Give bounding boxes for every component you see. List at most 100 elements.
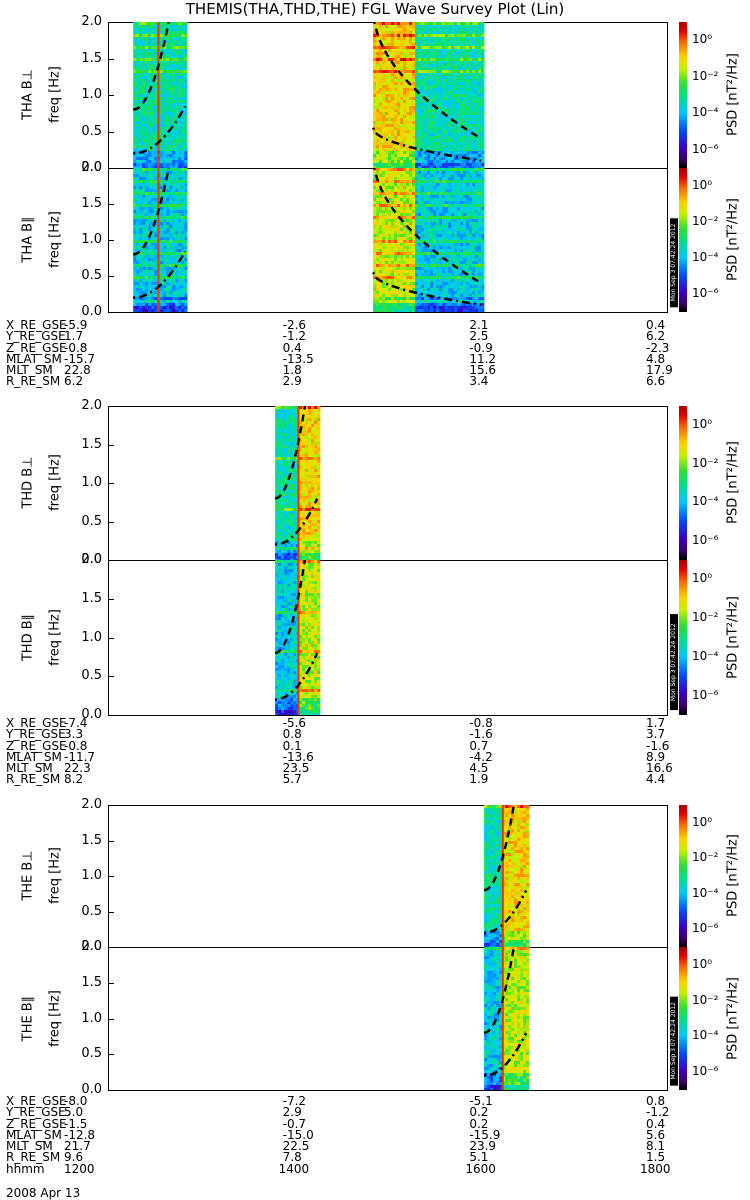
orbit-value: 0.1 xyxy=(282,738,302,753)
y-tick-label: 1.0 xyxy=(81,232,102,247)
spectrogram-image xyxy=(274,406,321,560)
y-tick-label: 1.5 xyxy=(81,50,102,66)
y-tick-label: 2.0 xyxy=(81,160,102,175)
orbit-value: 4.4 xyxy=(646,772,666,787)
orbit-value: 3.3 xyxy=(64,727,84,742)
orbit-value: 5.6 xyxy=(646,1127,666,1142)
timestamp-stamp: Mon Sep 3 07:42:24 2012 xyxy=(670,997,678,1086)
gyrofrequency-curve xyxy=(484,1032,528,1077)
orbit-value: -8.0 xyxy=(64,1094,88,1108)
orbit-value: 16.6 xyxy=(646,761,673,776)
orbit-value: 5.0 xyxy=(64,1105,84,1120)
orbit-value: -2.3 xyxy=(646,340,670,355)
orbit-value: 6.6 xyxy=(646,374,666,389)
y-tick-label: 0.5 xyxy=(81,668,102,684)
orbit-value: 3.4 xyxy=(469,374,489,389)
time-tick-label: 1800 xyxy=(640,1161,671,1176)
orbit-row-label: MLT_SM xyxy=(6,363,53,378)
orbit-table: X_RE_GSE -8.0 -7.2 -5.1 0.8 Y_RE_GSE 5.0 2.9 0.2… xyxy=(6,1094,726,1176)
gyrofrequency-curve xyxy=(275,652,319,701)
y-tick-mark xyxy=(108,805,114,806)
orbit-value: 2.5 xyxy=(469,329,489,344)
orbit-value: -1.6 xyxy=(469,727,493,742)
y-tick-label: 2.0 xyxy=(81,939,102,954)
orbit-row-label: X_RE_GSE xyxy=(6,1094,67,1108)
y-tick-mark xyxy=(108,676,114,678)
y-tick-mark xyxy=(108,876,114,877)
orbit-value: -7.2 xyxy=(282,1094,307,1108)
y-tick-label: 2.0 xyxy=(81,14,102,29)
orbit-value: 7.8 xyxy=(282,1150,302,1165)
y-tick-label: 1.5 xyxy=(81,590,102,606)
orbit-row: Z_RE_GSE -1.5 -0.7 0.2 0.4 xyxy=(6,1116,726,1131)
colorbar-tick-label: 10⁰ xyxy=(692,814,713,829)
orbit-value: 6.2 xyxy=(64,374,84,389)
spectrogram-image xyxy=(133,22,485,168)
orbit-value: 5.7 xyxy=(282,772,302,787)
orbit-row-label: R_RE_SM xyxy=(6,374,61,389)
orbit-row-label: Z_RE_GSE xyxy=(6,340,67,355)
gyrofrequency-curve xyxy=(274,560,307,655)
gyrofrequency-curve xyxy=(275,498,319,546)
orbit-value: 0.2 xyxy=(469,1116,489,1131)
y-tick-label: 0.5 xyxy=(81,268,102,283)
orbit-value: 5.1 xyxy=(469,1150,489,1165)
orbit-value: -5.9 xyxy=(64,318,88,332)
y-tick-mark xyxy=(108,131,114,133)
y-tick-label: 0.0 xyxy=(81,552,102,567)
orbit-row: R_RE_SM 8.2 5.7 1.9 4.4 xyxy=(6,772,726,787)
gyrofrequency-curve xyxy=(373,22,482,140)
orbit-row: Y_RE_GSE 3.3 0.8 -1.6 3.7 xyxy=(6,727,726,742)
orbit-value: -0.9 xyxy=(469,340,493,355)
spectrogram-image xyxy=(133,168,485,312)
orbit-row-label: Z_RE_GSE xyxy=(6,738,67,753)
orbit-row-label: X_RE_GSE xyxy=(6,716,67,730)
y-tick-label: 0.0 xyxy=(81,304,102,319)
y-tick-mark xyxy=(108,1018,114,1020)
orbit-row: MLT_SM 22.3 23.5 4.5 16.6 xyxy=(6,761,726,776)
orbit-value: 1.7 xyxy=(64,329,84,344)
orbit-row: MLT_SM 22.8 1.8 15.6 17.9 xyxy=(6,363,726,378)
y-tick-mark xyxy=(108,637,114,639)
y-tick-mark xyxy=(108,204,114,205)
orbit-row: Y_RE_GSE 1.7 -1.2 2.5 6.2 xyxy=(6,329,726,344)
spectrogram-image xyxy=(274,560,321,715)
y-tick-label: 1.5 xyxy=(81,832,102,848)
orbit-value: 0.8 xyxy=(282,727,302,742)
orbit-value: 8.1 xyxy=(646,1139,666,1154)
y-tick-label: 1.5 xyxy=(81,974,102,990)
panel-label: THD B∥ xyxy=(20,613,36,661)
orbit-row-label: R_RE_SM xyxy=(6,772,61,787)
colorbar-tick-label: 10⁻⁶ xyxy=(692,141,719,156)
orbit-value: 23.5 xyxy=(282,761,310,776)
time-axis-label: hhmm xyxy=(6,1161,45,1176)
orbit-value: -13.5 xyxy=(282,351,314,366)
orbit-value: 15.6 xyxy=(469,363,497,378)
panel-label: THA B⊥ xyxy=(20,69,36,120)
orbit-row-label: X_RE_GSE xyxy=(6,318,67,332)
orbit-row: R_RE_SM 6.2 2.9 3.4 6.6 xyxy=(6,374,726,389)
date-label: 2008 Apr 13 xyxy=(6,1186,81,1200)
orbit-value: -1.2 xyxy=(646,1105,670,1120)
y-tick-label: 1.5 xyxy=(81,436,102,452)
orbit-value: 0.4 xyxy=(282,340,302,355)
y-tick-mark xyxy=(108,1054,114,1056)
orbit-row-label: MLAT_SM xyxy=(6,749,62,764)
y-tick-label: 1.0 xyxy=(81,87,102,102)
colorbar-tick-label: 10⁻⁴ xyxy=(692,105,719,120)
y-tick-mark xyxy=(108,276,114,277)
y-tick-mark xyxy=(108,483,114,484)
colorbar xyxy=(679,168,687,312)
spectrogram-image xyxy=(483,805,530,947)
y-tick-mark xyxy=(108,982,114,984)
gyrofrequency-curve xyxy=(372,127,482,162)
y-tick-mark xyxy=(108,444,114,446)
orbit-table: X_RE_GSE -7.4 -5.6 -0.8 1.7 Y_RE_GSE 3.3 0.8 -1.… xyxy=(6,716,726,787)
colorbar xyxy=(679,560,687,715)
time-tick-label: 1400 xyxy=(278,1161,310,1176)
y-tick-mark xyxy=(108,715,114,716)
colorbar-tick-label: 10⁻⁴ xyxy=(692,494,719,509)
colorbar-tick-label: 10⁻² xyxy=(692,850,719,865)
orbit-row-label: Y_RE_GSE xyxy=(6,329,66,344)
colorbar-tick-label: 10⁻² xyxy=(692,610,719,625)
